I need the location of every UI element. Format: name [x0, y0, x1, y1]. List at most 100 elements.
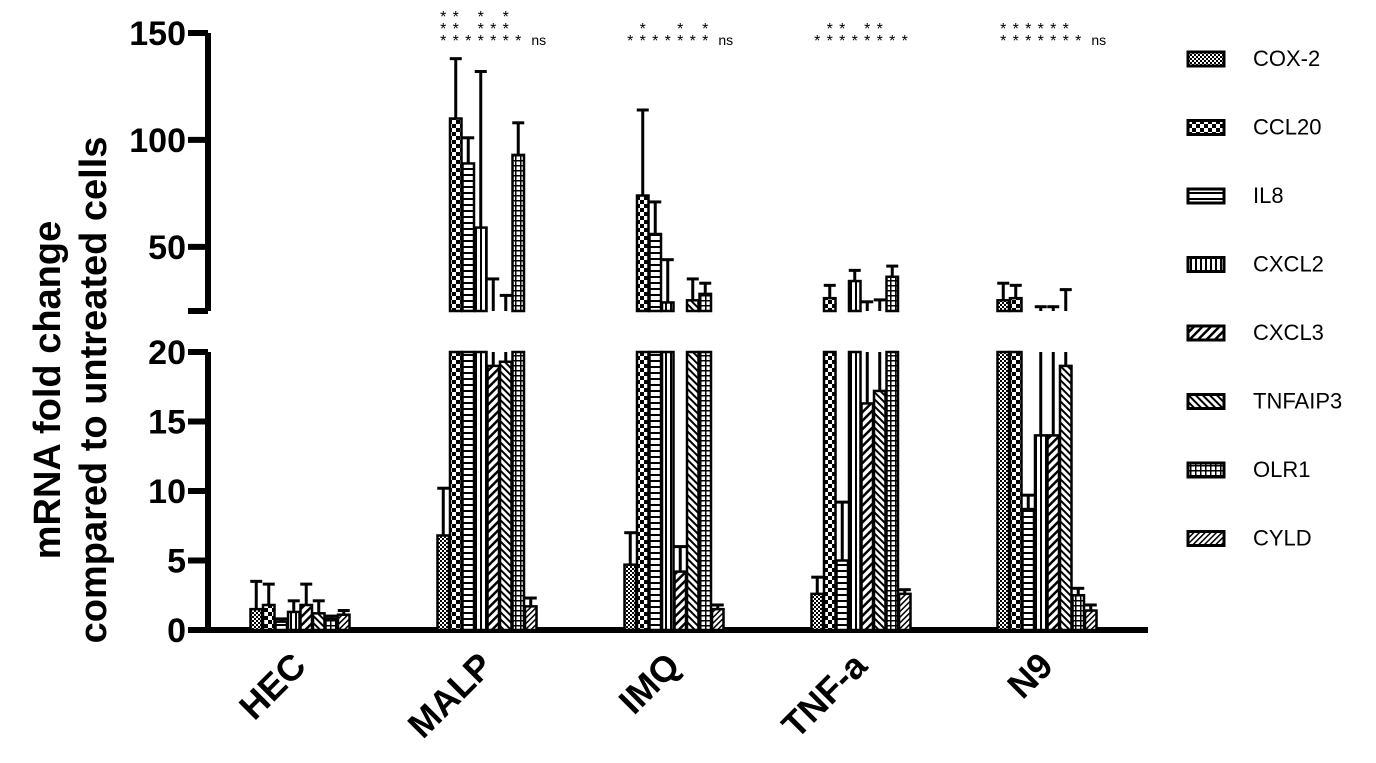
sig-ns: ns — [1091, 32, 1106, 48]
bar-il8-hec — [274, 620, 289, 632]
bar-cyld-tnf-a — [897, 592, 912, 632]
legend-swatch-cxcl2 — [1186, 256, 1226, 273]
sig-star: * — [1050, 21, 1056, 38]
bar-upper-tnfaip3-imq — [685, 299, 700, 313]
sig-star: * — [677, 33, 683, 50]
y-tick-label: 100 — [129, 122, 186, 160]
x-tick-labels: HEC MALP IMQ TNF-a N9 — [231, 644, 1061, 746]
legend-label-tnfaip3: TNFAIP3 — [1253, 389, 1342, 414]
sig-star: * — [1013, 33, 1019, 50]
bar-cox-2-imq — [623, 563, 638, 632]
bar-il8-tnf-a — [835, 559, 850, 632]
y-tick-label: 10 — [148, 473, 186, 511]
sig-star: * — [440, 33, 446, 50]
sig-star: * — [1013, 21, 1019, 38]
sig-star: * — [1038, 21, 1044, 38]
sig-star: * — [677, 21, 683, 38]
x-tick-label-imq: IMQ — [611, 645, 688, 722]
sig-star: * — [864, 21, 870, 38]
sig-star: * — [453, 33, 459, 50]
bar-olr1-hec — [324, 617, 339, 632]
x-tick-label-hec: HEC — [231, 645, 314, 728]
legend-swatch-ccl20 — [1186, 119, 1226, 136]
bar-upper-ccl20-tnf-a — [822, 296, 837, 313]
bar-cox-2-n9 — [996, 350, 1011, 632]
bar-cox-2-malp — [436, 534, 451, 632]
legend: COX-2 CCL20 IL8 CXCL2 CXCL3 TNFAIP3 OLR1 CYLD — [1186, 46, 1342, 551]
bar-cyld-malp — [523, 605, 538, 632]
sig-star: * — [877, 21, 883, 38]
y-tick-label: 0 — [167, 612, 186, 650]
y-tick-label: 15 — [148, 404, 186, 442]
bar-upper-cxcl2-malp — [473, 226, 488, 313]
bar-ccl20-imq — [635, 350, 650, 632]
bar-upper-olr1-malp — [511, 153, 526, 313]
sig-star: * — [1050, 33, 1056, 50]
sig-star: * — [1025, 21, 1031, 38]
bar-olr1-imq — [698, 350, 713, 632]
sig-star: * — [503, 9, 509, 26]
bar-cxcl3-hec — [299, 603, 314, 632]
y-tick-label: 150 — [129, 15, 186, 53]
legend-swatch-cox-2 — [1186, 50, 1226, 68]
sig-ns: ns — [531, 32, 546, 48]
sig-star: * — [515, 33, 521, 50]
significance-marks: ******* ********* ns * *** * *** **ns * ***** ****… — [440, 9, 1106, 50]
bar-upper-olr1-imq — [698, 292, 713, 313]
sig-star: * — [902, 33, 908, 50]
bar-cxcl2-n9 — [1033, 434, 1048, 632]
sig-star: * — [453, 21, 459, 38]
y-tick-label: 20 — [148, 334, 186, 372]
sig-star: * — [864, 33, 870, 50]
legend-label-olr1: OLR1 — [1253, 457, 1310, 482]
bar-upper-cxcl2-imq — [660, 301, 675, 313]
bar-olr1-n9 — [1071, 594, 1086, 632]
y-axis-label-line: compared to untreated cells — [73, 137, 115, 644]
sig-star: * — [852, 33, 858, 50]
bar-upper-il8-imq — [648, 232, 663, 313]
bar-cyld-hec — [336, 613, 351, 632]
bars — [249, 117, 1098, 632]
bar-tnfaip3-hec — [311, 612, 326, 632]
error-bars — [250, 57, 1097, 622]
bar-cxcl2-imq — [660, 350, 675, 632]
bar-upper-ccl20-malp — [448, 117, 463, 313]
bar-cox-2-hec — [249, 607, 264, 632]
bar-olr1-malp — [511, 350, 526, 632]
sig-ns: ns — [718, 32, 733, 48]
bar-cox-2-tnf-a — [810, 592, 825, 632]
sig-star: * — [627, 33, 633, 50]
sig-star: * — [640, 33, 646, 50]
y-tick-label: 50 — [148, 229, 186, 267]
legend-swatch-tnfaip3 — [1186, 393, 1226, 410]
sig-star: * — [877, 33, 883, 50]
sig-star: * — [440, 21, 446, 38]
bar-ccl20-hec — [261, 603, 276, 632]
sig-star: * — [453, 9, 459, 26]
legend-label-il8: IL8 — [1253, 183, 1284, 208]
bar-tnfaip3-malp — [498, 360, 513, 632]
x-tick-label-malp: MALP — [400, 645, 501, 746]
sig-star: * — [827, 21, 833, 38]
bar-cxcl3-n9 — [1046, 434, 1061, 632]
bar-ccl20-malp — [448, 350, 463, 632]
sig-star: * — [1000, 21, 1006, 38]
x-tick-label-tnf-a: TNF-a — [774, 644, 876, 746]
bar-il8-malp — [461, 350, 476, 632]
legend-swatch-olr1 — [1186, 461, 1226, 479]
y-axis-label-line: mRNA fold change — [27, 221, 69, 560]
sig-star: * — [839, 21, 845, 38]
legend-swatch-il8 — [1186, 187, 1226, 205]
bar-ccl20-n9 — [1008, 350, 1023, 632]
sig-star: * — [652, 33, 658, 50]
bar-upper-olr1-tnf-a — [885, 275, 900, 313]
y-axis-label: mRNA fold change compared to untreated ce… — [27, 137, 115, 644]
sig-star: * — [690, 33, 696, 50]
sig-star: * — [1063, 33, 1069, 50]
bar-upper-cox-2-n9 — [996, 299, 1011, 313]
axes: 0 5 10 15 20 50 100 150 — [129, 15, 1148, 650]
bar-il8-imq — [648, 350, 663, 632]
bar-tnfaip3-imq — [685, 350, 700, 632]
x-tick-label-n9: N9 — [999, 645, 1061, 707]
